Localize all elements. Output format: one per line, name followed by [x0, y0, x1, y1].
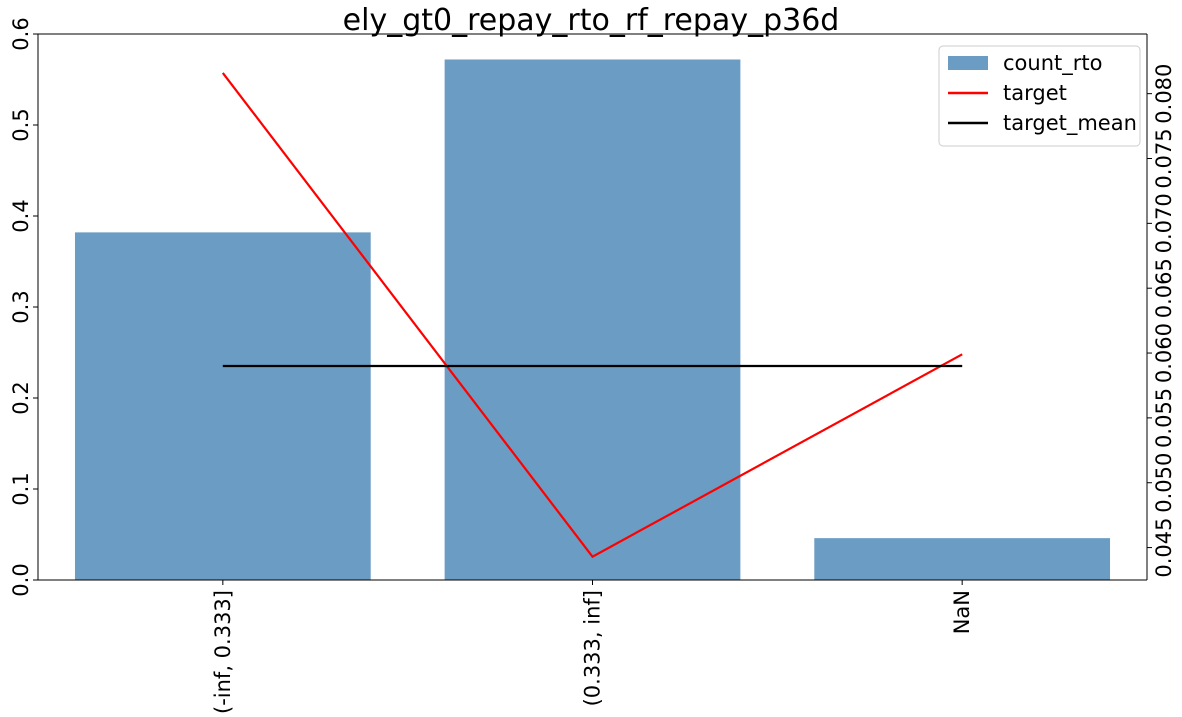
x-tick-label: (-inf, 0.333] — [211, 590, 235, 713]
bars-layer — [74, 59, 1111, 581]
x-tick-label: (0.333, inf] — [581, 590, 605, 706]
right-tick-label: 0.050 — [1152, 453, 1176, 513]
right-tick-label: 0.055 — [1152, 388, 1176, 448]
lines-layer — [221, 72, 963, 559]
right-tick-label: 0.080 — [1152, 64, 1176, 124]
legend-box — [938, 45, 1141, 147]
right-tick-label: 0.075 — [1152, 128, 1176, 188]
chart-title: ely_gt0_repay_rto_rf_repay_p36d — [343, 3, 840, 38]
left-tick-label: 0.6 — [9, 17, 33, 50]
left-tick-label: 0.5 — [9, 108, 33, 141]
bar-count_rto-1 — [444, 59, 741, 581]
left-tick-label: 0.3 — [9, 290, 33, 323]
legend-label-target_mean: target_mean — [1003, 111, 1137, 136]
left-tick-label: 0.4 — [9, 199, 33, 232]
right-tick-label: 0.070 — [1152, 193, 1176, 253]
axes-layer: 0.0 0.1 0.2 0.3 0.4 0.5 0.6 0.045 0.050 0.055 0.06… — [9, 17, 1176, 714]
right-tick-label: 0.065 — [1152, 258, 1176, 318]
legend-swatch-count_rto — [948, 56, 988, 70]
legend-label-target: target — [1003, 81, 1067, 105]
bar-count_rto-0 — [74, 232, 371, 580]
right-tick-label: 0.060 — [1152, 323, 1176, 383]
legend-label-count_rto: count_rto — [1003, 51, 1102, 76]
left-tick-label: 0.1 — [9, 472, 33, 505]
left-tick-label: 0.2 — [9, 381, 33, 414]
x-tick-label: NaN — [950, 590, 974, 634]
left-tick-label: 0.0 — [9, 563, 33, 596]
right-tick-label: 0.045 — [1152, 518, 1176, 578]
line-target — [221, 72, 963, 559]
bar-count_rto-2 — [814, 538, 1111, 580]
